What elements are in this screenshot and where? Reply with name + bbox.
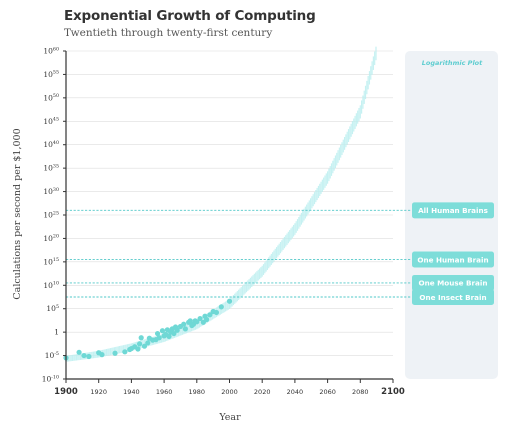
reference-label-box: [412, 289, 494, 305]
reference-lines: [66, 209, 411, 298]
y-tick-label: 1045: [43, 117, 59, 126]
chart-subtitle: Twentieth through twenty-first century: [64, 27, 273, 39]
data-points: [63, 298, 233, 361]
data-point: [136, 341, 143, 347]
x-tick-label: 1920: [90, 388, 107, 396]
y-tick-label: 10-5: [45, 351, 59, 360]
data-point: [138, 335, 144, 341]
data-point: [154, 330, 161, 337]
reference-label-box: [412, 202, 494, 219]
data-point: [181, 321, 187, 327]
x-tick-label: 1960: [156, 388, 173, 396]
data-point: [226, 298, 233, 304]
data-point: [194, 319, 200, 325]
data-point: [122, 349, 128, 355]
y-tick-label: 1015: [43, 257, 59, 266]
y-tick-label: 1035: [43, 163, 59, 172]
y-axis-title: Calculations per second per $1,000: [12, 128, 23, 299]
reference-label-box: [412, 274, 494, 291]
data-point: [197, 315, 203, 322]
x-tick-label: 1940: [123, 388, 140, 396]
data-point: [141, 343, 148, 349]
data-point: [81, 352, 87, 359]
axes: 1900 1920 1940 1960 1980 2000 2020 2040 2060 2080…: [42, 46, 405, 397]
grid-layer: [66, 50, 393, 380]
reference-label: One Insect Brain: [419, 293, 486, 302]
y-tick-label: 105: [46, 304, 59, 313]
data-point: [99, 352, 105, 358]
data-point: [213, 309, 220, 316]
y-tick-label: 1050: [43, 93, 59, 102]
data-point: [218, 304, 224, 310]
y-tick-label: 1: [54, 328, 59, 337]
y-tick-label: 10-10: [42, 374, 59, 383]
data-point: [112, 350, 118, 356]
x-tick-label: 1900: [54, 387, 78, 397]
data-point: [135, 346, 141, 352]
reference-label-box: [412, 251, 494, 268]
data-point: [174, 327, 180, 333]
y-tick-label: 1025: [43, 210, 59, 219]
data-point: [207, 312, 213, 318]
reference-labels: All Human Brains One Human Brain One Mouse…: [412, 202, 494, 305]
chart-title: Exponential Growth of Computing: [64, 8, 316, 24]
reference-label: All Human Brains: [418, 206, 488, 215]
x-tick-label: 2060: [319, 388, 336, 396]
y-tick-label: 1040: [43, 140, 59, 149]
y-tick-label: 1010: [43, 281, 59, 290]
x-tick-label: 2000: [221, 388, 238, 396]
x-tick-label: 2100: [381, 387, 405, 397]
x-tick-label: 1980: [189, 388, 206, 396]
data-point: [76, 349, 82, 355]
data-point: [166, 333, 172, 339]
y-tick-label: 1055: [43, 70, 59, 79]
x-tick-label: 2080: [352, 388, 369, 396]
reference-label: One Mouse Brain: [419, 279, 488, 288]
x-tick-label: 2020: [254, 388, 271, 396]
data-point: [182, 326, 188, 332]
data-point: [156, 335, 162, 341]
data-point: [204, 316, 210, 323]
x-axis-title: Year: [218, 412, 241, 423]
data-point: [187, 318, 193, 324]
data-point: [145, 340, 151, 346]
panel-label: Logarithmic Plot: [422, 59, 483, 67]
trend-band: [65, 46, 377, 362]
data-point: [159, 328, 166, 334]
y-tick-label: 1030: [43, 187, 59, 196]
y-tick-label: 1060: [43, 46, 59, 55]
y-tick-label: 1020: [43, 234, 59, 243]
data-point: [171, 330, 177, 337]
data-point: [86, 353, 92, 360]
reference-label: One Human Brain: [417, 255, 488, 264]
x-tick-label: 2040: [287, 388, 304, 396]
